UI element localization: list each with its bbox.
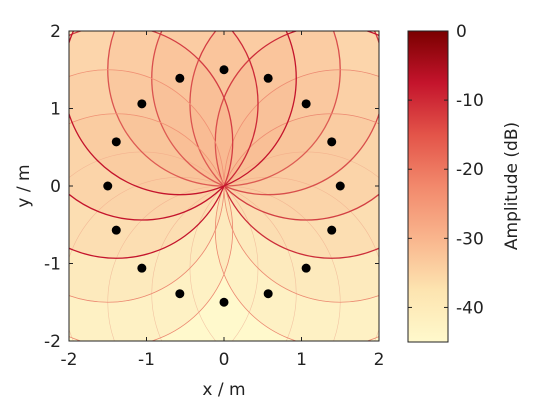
wavefront-edge (69, 31, 297, 196)
amplitude-lobe (151, 31, 379, 195)
y-axis: -2 -1 0 1 2 (44, 22, 379, 352)
amplitude-lobe (215, 113, 379, 341)
x-tick-label: -2 (61, 350, 78, 370)
wavefront-edge (69, 31, 259, 221)
source-point (301, 99, 311, 109)
y-tick-label: -1 (44, 255, 61, 275)
amplitude-lobe (224, 69, 379, 303)
plot-area (68, 30, 380, 342)
source-point (137, 263, 147, 273)
amplitude-lobe (69, 31, 233, 259)
source-point (175, 289, 185, 299)
source-point (111, 225, 121, 235)
colorbar-tick-label: -20 (456, 160, 484, 180)
amplitude-lobe (215, 31, 379, 259)
source-point (175, 73, 185, 83)
colorbar-title: Amplitude (dB) (502, 122, 522, 250)
wavefront-edge (69, 113, 234, 341)
colorbar-gradient (407, 30, 449, 343)
source-point (111, 137, 121, 147)
x-tick-label: -1 (138, 350, 155, 370)
amplitude-lobe (69, 69, 224, 303)
x-axis: -2 -1 0 1 2 (61, 31, 385, 370)
colorbar-tick-label: -10 (456, 91, 484, 111)
wavefront-edge (69, 31, 234, 259)
colorbar-ticks: 0 -10 -20 -30 -40 (408, 22, 484, 318)
source-point (263, 73, 273, 83)
amplitude-lobe (69, 31, 297, 195)
source-point (263, 289, 273, 299)
y-axis-title: y / m (14, 164, 34, 207)
y-tick-label: 1 (50, 100, 61, 120)
amplitude-lobe (107, 31, 341, 186)
source-point (327, 137, 337, 147)
amplitude-lobe (69, 113, 233, 341)
source-points (103, 65, 345, 307)
source-point (335, 181, 345, 191)
y-tick-label: -2 (44, 332, 61, 352)
source-point (301, 263, 311, 273)
x-axis-title: x / m (202, 380, 245, 400)
source-point (103, 181, 113, 191)
amplitude-lobe (190, 31, 379, 220)
x-tick-label: 2 (374, 350, 385, 370)
y-tick-label: 0 (50, 177, 61, 197)
colorbar-tick-label: 0 (456, 22, 467, 42)
y-tick-label: 2 (50, 22, 61, 42)
x-tick-label: 1 (296, 350, 307, 370)
source-point (219, 65, 229, 75)
source-point (219, 297, 229, 307)
colorbar-tick-label: -40 (456, 298, 484, 318)
colorbar: 0 -10 -20 -30 -40 Amplitude (dB) (407, 22, 522, 343)
colorbar-tick-label: -30 (456, 229, 484, 249)
source-point (327, 225, 337, 235)
x-tick-label: 0 (219, 350, 230, 370)
amplitude-field (69, 31, 379, 341)
source-point (137, 99, 147, 109)
amplitude-lobe (69, 31, 258, 220)
